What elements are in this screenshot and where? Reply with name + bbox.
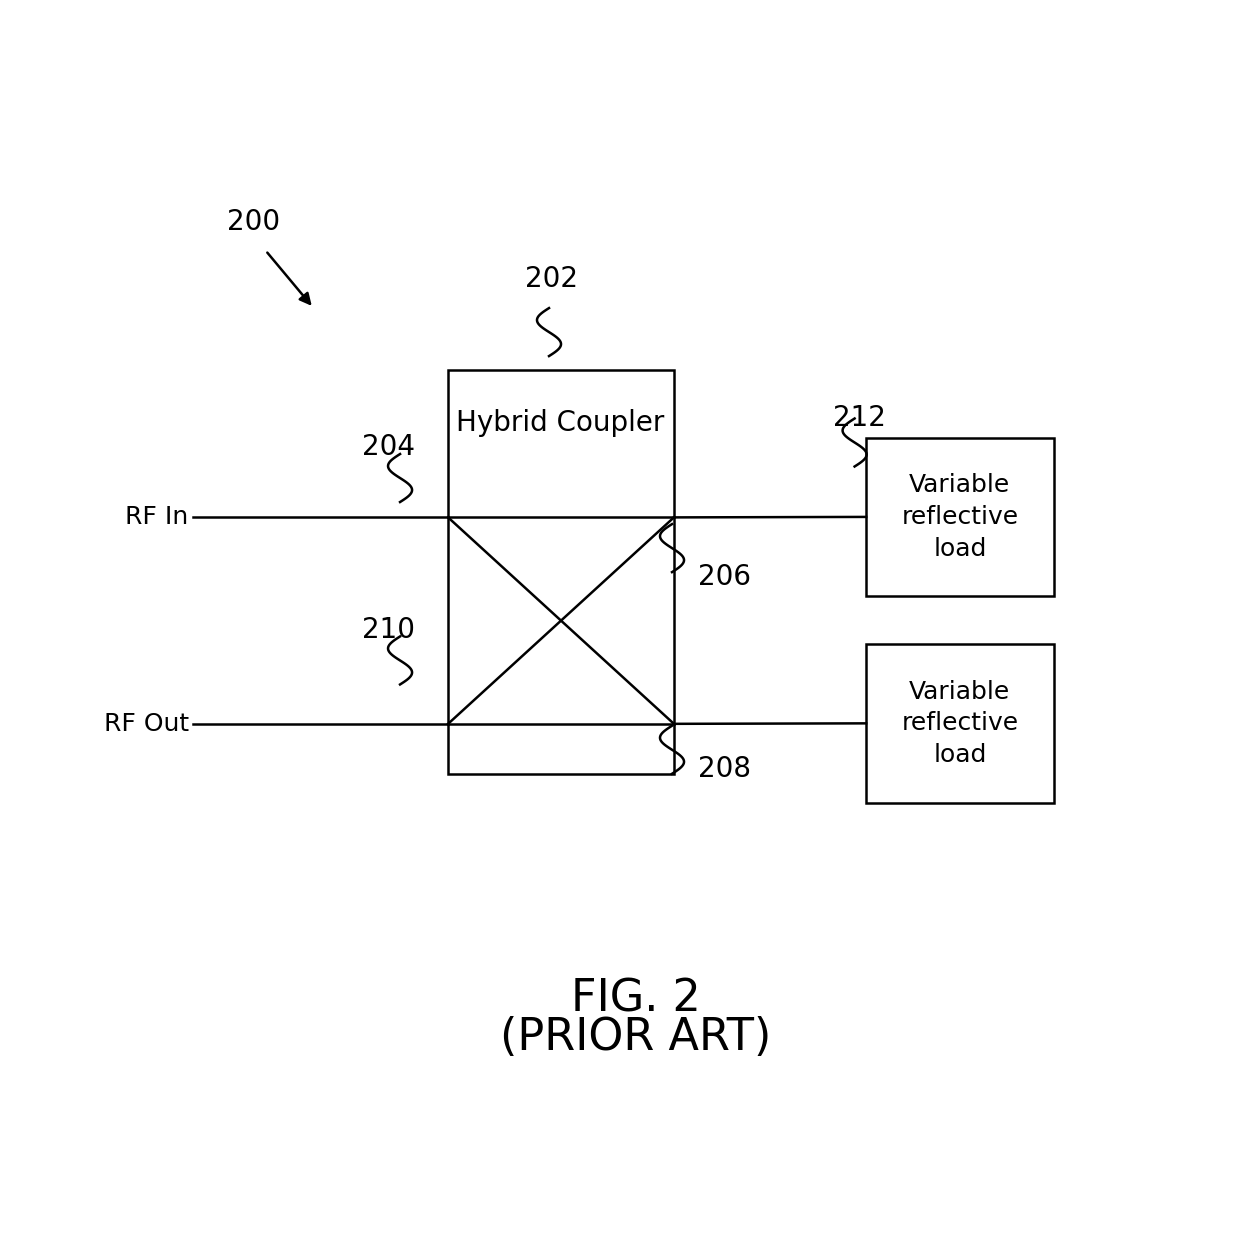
Text: (PRIOR ART): (PRIOR ART) (500, 1016, 771, 1059)
Text: 202: 202 (525, 266, 578, 293)
Text: 206: 206 (698, 562, 751, 591)
Text: Variable
reflective
load: Variable reflective load (901, 474, 1018, 560)
Text: Variable
reflective
load: Variable reflective load (901, 680, 1018, 767)
Text: 212: 212 (832, 404, 885, 433)
Bar (448, 370, 675, 773)
Text: 210: 210 (362, 616, 414, 643)
Text: RF In: RF In (125, 505, 188, 530)
Text: Hybrid Coupler: Hybrid Coupler (456, 409, 665, 438)
Text: 204: 204 (362, 433, 414, 461)
Text: FIG. 2: FIG. 2 (570, 978, 701, 1021)
Text: RF Out: RF Out (103, 712, 188, 736)
Text: 200: 200 (227, 208, 280, 236)
Bar (866, 438, 1054, 596)
Bar (866, 645, 1054, 803)
Text: 208: 208 (698, 754, 751, 783)
